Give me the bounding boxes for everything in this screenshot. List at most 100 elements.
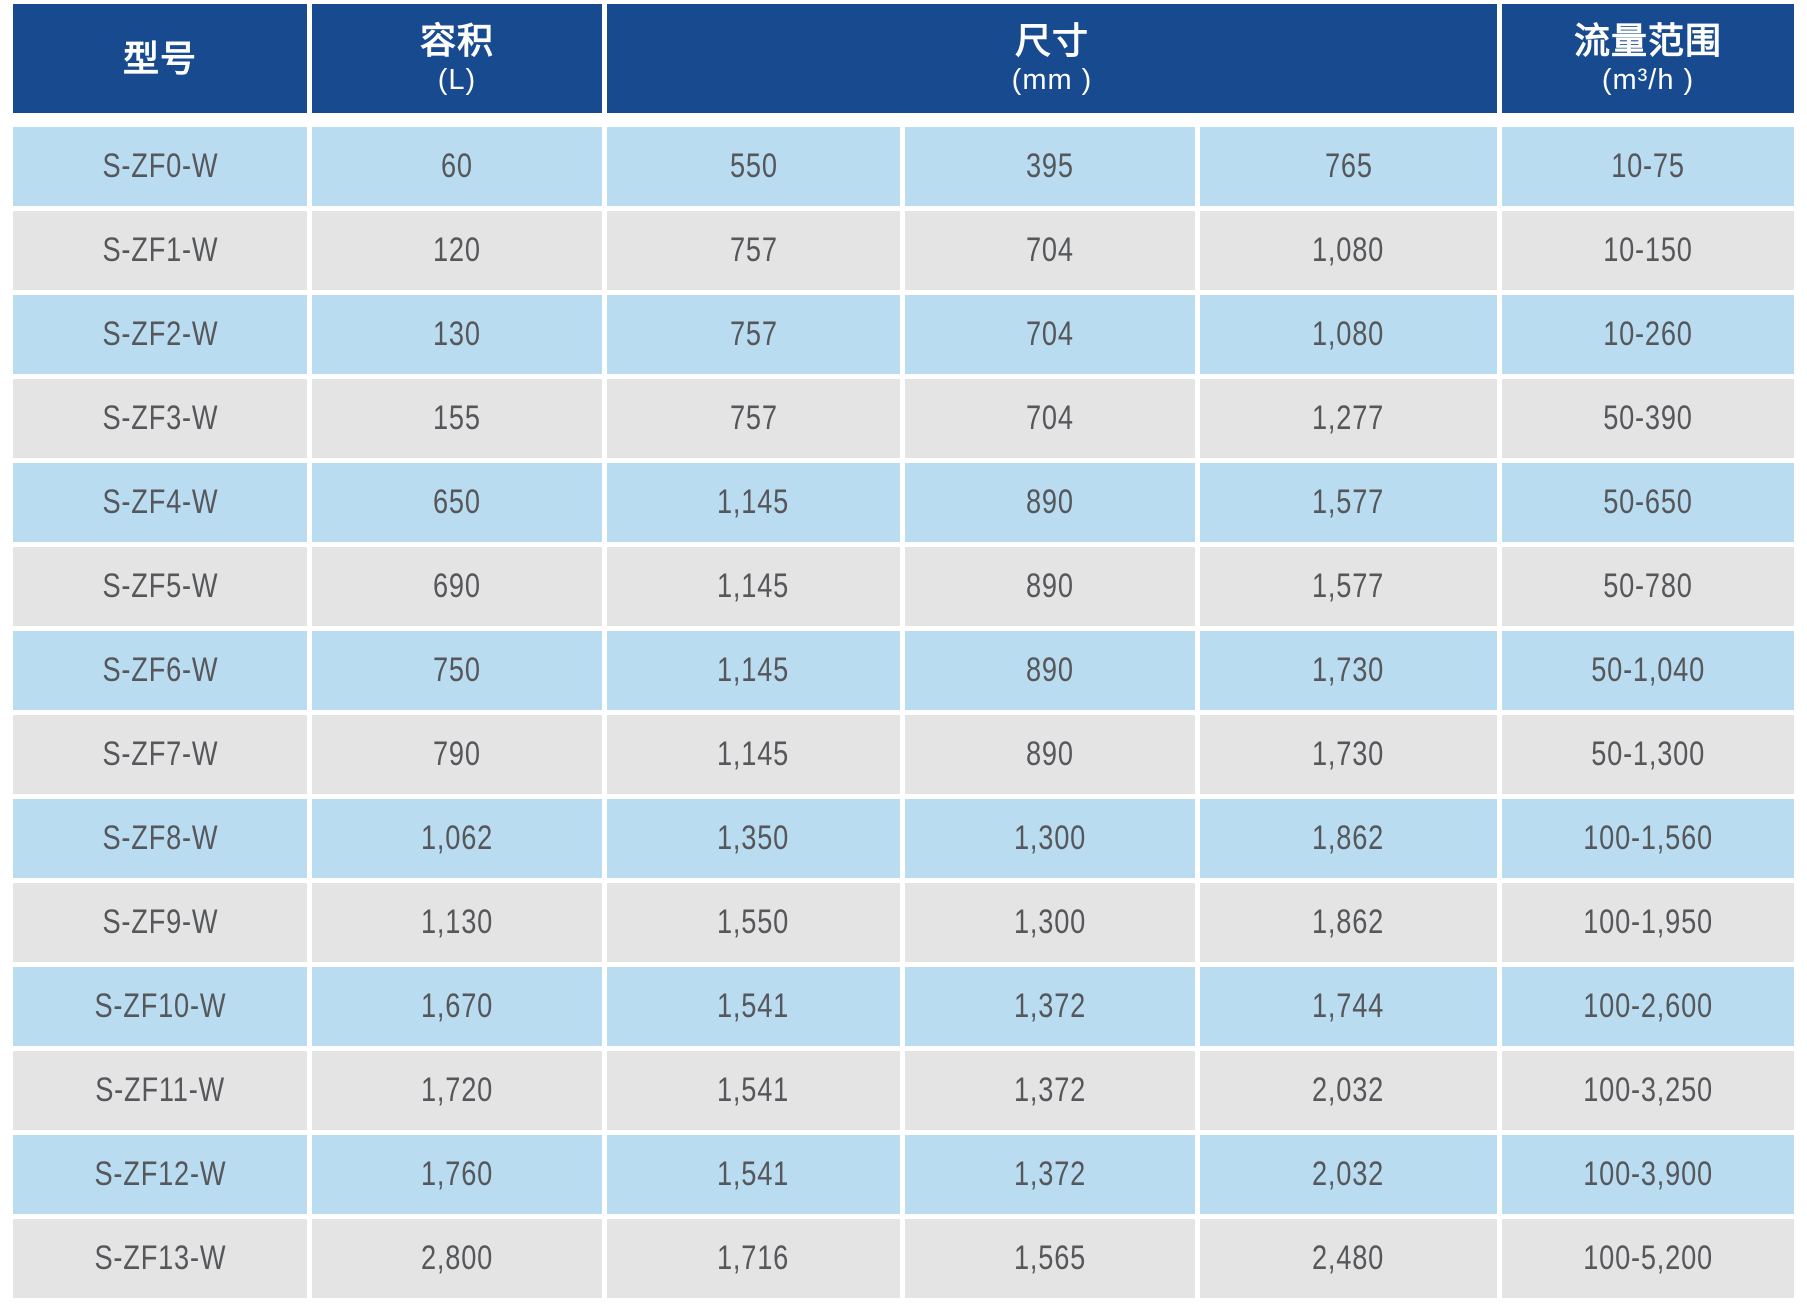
- cell-dim-length-text: 1,350: [717, 819, 790, 857]
- cell-dim-length-text: 757: [729, 231, 778, 269]
- cell-dim-length: 1,145: [607, 715, 900, 794]
- cell-model-text: S-ZF8-W: [102, 819, 218, 857]
- cell-model: S-ZF11-W: [13, 1051, 307, 1130]
- cell-flow-range-text: 50-1,040: [1591, 651, 1705, 689]
- cell-dim-height: 1,862: [1200, 799, 1497, 878]
- cell-dim-width: 1,300: [905, 883, 1195, 962]
- cell-model: S-ZF8-W: [13, 799, 307, 878]
- cell-volume: 750: [312, 631, 602, 710]
- cell-flow-range: 100-3,900: [1502, 1135, 1794, 1214]
- cell-dim-width: 1,372: [905, 1051, 1195, 1130]
- cell-dim-length: 1,550: [607, 883, 900, 962]
- cell-dim-height-text: 2,032: [1312, 1155, 1385, 1193]
- cell-dim-width-text: 1,372: [1013, 987, 1087, 1025]
- cell-dim-width: 1,372: [905, 967, 1195, 1046]
- cell-model-text: S-ZF12-W: [94, 1155, 226, 1193]
- cell-dim-width-text: 704: [1026, 315, 1074, 353]
- cell-dim-length: 1,145: [607, 547, 900, 626]
- cell-dim-height-text: 1,730: [1312, 735, 1385, 773]
- cell-dim-length-text: 550: [729, 147, 778, 185]
- cell-volume: 60: [312, 127, 602, 206]
- cell-model-text: S-ZF9-W: [102, 903, 218, 941]
- cell-volume-text: 2,800: [420, 1239, 494, 1277]
- cell-flow-range: 100-1,950: [1502, 883, 1794, 962]
- cell-dim-height-text: 1,577: [1312, 567, 1385, 605]
- cell-volume: 2,800: [312, 1219, 602, 1298]
- cell-flow-range: 50-1,040: [1502, 631, 1794, 710]
- cell-flow-range-text: 100-3,250: [1583, 1071, 1713, 1109]
- cell-model: S-ZF5-W: [13, 547, 307, 626]
- table-body: S-ZF0-W 60 550 395 765 10-75 S-ZF1-W 120 757 704 1…: [13, 127, 1794, 1298]
- cell-model-text: S-ZF4-W: [102, 483, 218, 521]
- cell-volume-text: 650: [433, 483, 481, 521]
- cell-dim-width-text: 1,565: [1013, 1239, 1087, 1277]
- column-header-volume-unit: (L): [437, 64, 477, 97]
- cell-dim-length-text: 1,145: [717, 567, 790, 605]
- cell-model-text: S-ZF10-W: [94, 987, 226, 1025]
- cell-volume: 1,062: [312, 799, 602, 878]
- cell-volume-text: 130: [433, 315, 481, 353]
- cell-dim-height: 1,862: [1200, 883, 1497, 962]
- cell-volume: 650: [312, 463, 602, 542]
- cell-model: S-ZF0-W: [13, 127, 307, 206]
- cell-volume-text: 690: [433, 567, 481, 605]
- column-header-model: 型号: [13, 4, 307, 113]
- cell-dim-width: 704: [905, 211, 1195, 290]
- cell-volume: 1,760: [312, 1135, 602, 1214]
- cell-dim-height-text: 1,730: [1312, 651, 1385, 689]
- cell-dim-width-text: 890: [1026, 483, 1074, 521]
- cell-dim-length: 757: [607, 211, 900, 290]
- cell-dim-length-text: 1,541: [717, 1071, 790, 1109]
- cell-volume: 790: [312, 715, 602, 794]
- cell-dim-height: 1,577: [1200, 547, 1497, 626]
- cell-dim-width: 704: [905, 295, 1195, 374]
- cell-volume: 1,720: [312, 1051, 602, 1130]
- column-header-dimensions: 尺寸 (mm ): [607, 4, 1497, 113]
- cell-dim-width: 1,300: [905, 799, 1195, 878]
- cell-flow-range: 100-5,200: [1502, 1219, 1794, 1298]
- cell-dim-length: 1,145: [607, 631, 900, 710]
- cell-dim-width-text: 890: [1026, 735, 1074, 773]
- cell-flow-range-text: 100-5,200: [1583, 1239, 1713, 1277]
- cell-model: S-ZF10-W: [13, 967, 307, 1046]
- cell-dim-width: 890: [905, 631, 1195, 710]
- cell-flow-range: 10-260: [1502, 295, 1794, 374]
- cell-dim-length-text: 1,145: [717, 735, 790, 773]
- cell-dim-height: 1,730: [1200, 631, 1497, 710]
- cell-volume-text: 1,130: [420, 903, 494, 941]
- cell-volume: 130: [312, 295, 602, 374]
- cell-dim-width-text: 395: [1026, 147, 1074, 185]
- cell-flow-range: 50-1,300: [1502, 715, 1794, 794]
- cell-dim-height-text: 1,862: [1312, 819, 1385, 857]
- cell-dim-height: 1,577: [1200, 463, 1497, 542]
- cell-model-text: S-ZF11-W: [95, 1071, 225, 1109]
- column-header-model-label: 型号: [122, 37, 197, 79]
- cell-dim-height-text: 1,862: [1312, 903, 1385, 941]
- cell-volume-text: 750: [433, 651, 481, 689]
- cell-dim-length-text: 1,716: [717, 1239, 790, 1277]
- cell-volume: 120: [312, 211, 602, 290]
- cell-dim-width: 1,372: [905, 1135, 1195, 1214]
- cell-model-text: S-ZF5-W: [102, 567, 218, 605]
- cell-volume: 690: [312, 547, 602, 626]
- cell-volume-text: 1,720: [420, 1071, 494, 1109]
- cell-volume-text: 120: [433, 231, 481, 269]
- cell-flow-range: 100-2,600: [1502, 967, 1794, 1046]
- cell-volume-text: 1,670: [420, 987, 494, 1025]
- cell-model: S-ZF12-W: [13, 1135, 307, 1214]
- cell-flow-range-text: 50-780: [1603, 567, 1693, 605]
- cell-dim-width: 890: [905, 463, 1195, 542]
- cell-dim-height: 1,080: [1200, 211, 1497, 290]
- column-header-flow-range: 流量范围 (m³/h ): [1502, 4, 1794, 113]
- cell-flow-range: 50-650: [1502, 463, 1794, 542]
- cell-flow-range-text: 100-1,950: [1583, 903, 1713, 941]
- cell-volume-text: 1,062: [420, 819, 494, 857]
- cell-dim-height-text: 1,277: [1312, 399, 1385, 437]
- cell-model-text: S-ZF7-W: [102, 735, 218, 773]
- cell-dim-width-text: 1,300: [1013, 819, 1087, 857]
- column-header-dimensions-label: 尺寸: [1014, 19, 1089, 61]
- cell-flow-range-text: 10-75: [1611, 147, 1685, 185]
- cell-model: S-ZF9-W: [13, 883, 307, 962]
- spec-table: 型号 容积 (L) 尺寸 (mm ) 流量范围 (m³/h ) S-ZF0-W 6…: [13, 4, 1794, 1298]
